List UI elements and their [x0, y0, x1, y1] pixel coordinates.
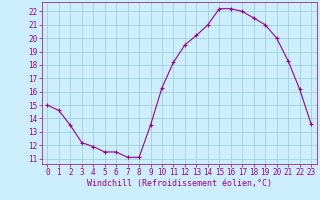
X-axis label: Windchill (Refroidissement éolien,°C): Windchill (Refroidissement éolien,°C) — [87, 179, 272, 188]
